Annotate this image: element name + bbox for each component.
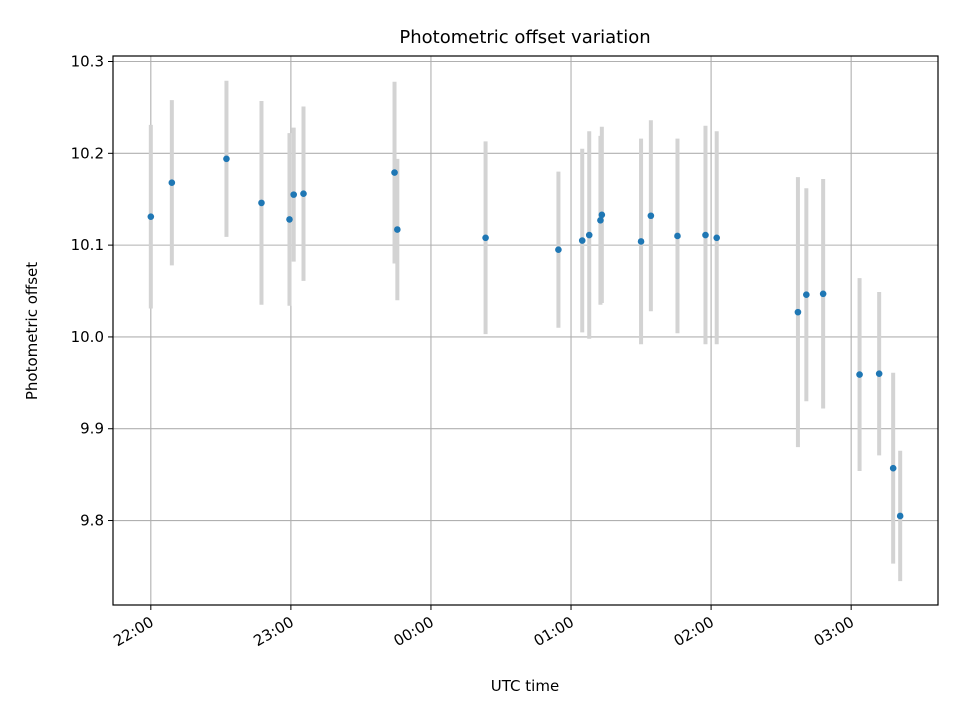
data-point [702,231,709,239]
data-point [597,217,604,224]
y-axis: 9.8 9.9 10.0 10.1 10.2 10.3 [71,53,113,530]
point-layer [147,155,904,520]
x-axis-label: UTC time [491,677,559,695]
grid-layer [113,56,938,605]
y-tick-label: 9.9 [80,420,104,438]
data-point [147,213,155,220]
data-point [819,290,827,298]
data-point [674,232,681,240]
errorbar-layer [148,80,903,582]
data-point [578,237,586,244]
data-point [598,211,606,219]
x-axis: 22:00 23:00 00:00 01:00 02:00 03:00 [110,605,857,650]
y-axis-label: Photometric offset [23,262,41,400]
data-point [391,169,398,176]
x-tick-label: 00:00 [391,613,437,650]
data-point [856,371,863,378]
x-tick-label: 03:00 [811,613,857,650]
x-tick-label: 02:00 [671,613,717,650]
data-point [713,234,720,242]
plot-frame [112,55,939,606]
y-tick-label: 10.1 [71,236,104,254]
data-point [482,234,489,242]
chart-title: Photometric offset variation [399,27,650,48]
data-point [555,246,562,254]
data-point [803,291,810,298]
data-point [794,308,802,316]
data-point [223,155,230,163]
x-tick-label: 01:00 [531,613,577,650]
y-tick-label: 9.8 [80,512,104,530]
y-tick-label: 10.3 [71,53,104,71]
data-point [258,199,265,207]
data-point [585,231,593,239]
x-tick-label: 22:00 [110,613,156,650]
data-point [889,464,897,472]
data-point [647,212,655,220]
data-point [286,216,293,223]
data-point [875,370,883,377]
data-point [300,190,307,198]
data-point [168,179,176,186]
data-point [896,512,904,520]
data-point [637,238,645,245]
y-tick-label: 10.0 [71,328,104,346]
x-tick-label: 23:00 [250,613,296,650]
y-tick-label: 10.2 [71,144,104,162]
data-point [290,191,297,198]
data-point [394,226,401,233]
